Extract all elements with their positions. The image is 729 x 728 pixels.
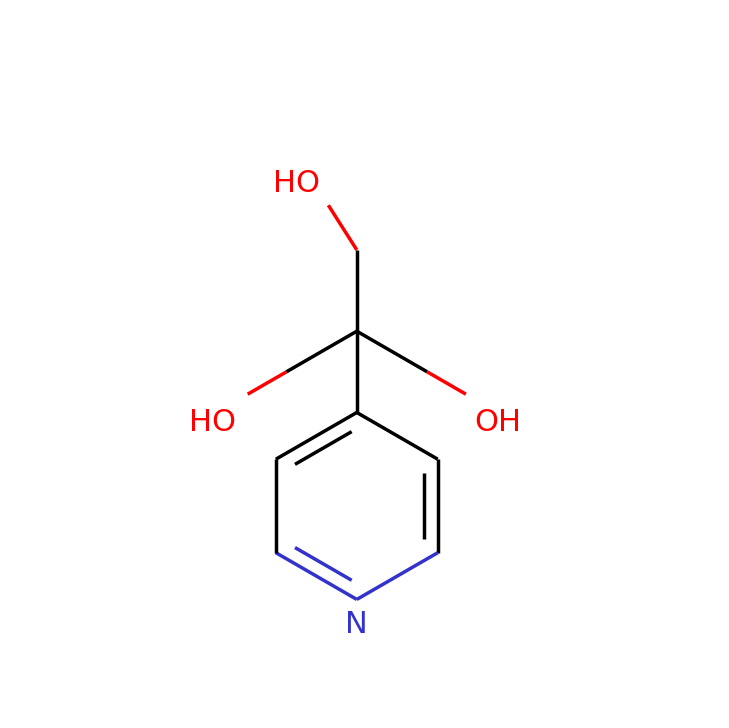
Text: HO: HO [190, 408, 236, 438]
Text: OH: OH [475, 408, 521, 438]
Text: HO: HO [273, 170, 320, 199]
Text: N: N [346, 609, 368, 638]
